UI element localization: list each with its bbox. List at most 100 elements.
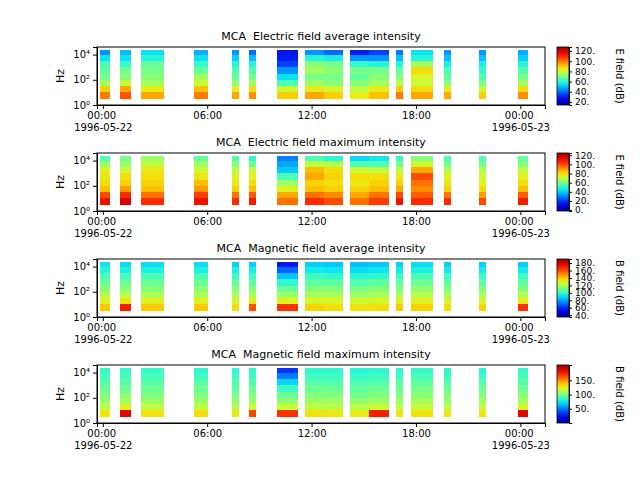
heatmap-cell xyxy=(141,286,164,292)
heatmap-cell xyxy=(396,392,403,398)
x-tick-mark xyxy=(520,105,521,109)
colorbar-tick-label: 50. xyxy=(575,404,589,414)
heatmap-cell xyxy=(194,398,208,405)
heatmap-cell xyxy=(249,74,256,80)
heatmap-cell xyxy=(232,161,238,168)
heatmap-cell xyxy=(411,74,434,80)
heatmap-cell xyxy=(369,410,389,417)
heatmap-cell xyxy=(100,379,110,385)
heatmap-cell xyxy=(232,167,238,173)
heatmap-cell xyxy=(194,55,208,62)
heatmap-cell xyxy=(120,161,130,168)
heatmap-cell xyxy=(194,404,208,410)
heatmap-cell xyxy=(141,298,164,304)
heatmap-cell xyxy=(518,192,528,198)
y-axis-line xyxy=(93,260,98,318)
heatmap-cell xyxy=(350,292,369,299)
x-tick-mark xyxy=(416,423,417,427)
heatmap-cell xyxy=(305,61,323,67)
heatmap-cell xyxy=(100,368,110,373)
heatmap-cell xyxy=(518,173,528,180)
heatmap-cell xyxy=(411,273,434,279)
heatmap-cell xyxy=(194,180,208,186)
heatmap-cell xyxy=(305,156,323,161)
x-tick-mark xyxy=(520,423,521,427)
heatmap-cell xyxy=(369,173,389,180)
heatmap-cell xyxy=(249,286,256,292)
heatmap-cell xyxy=(194,198,208,205)
heatmap-cell xyxy=(232,74,238,80)
heatmap-cell xyxy=(444,55,451,62)
heatmap-cell xyxy=(411,379,434,385)
x-axis: 00:00 1996-05-2206:0012:0018:0000:00 199… xyxy=(74,423,550,451)
heatmap-cell xyxy=(232,304,238,311)
plot-frame xyxy=(97,259,545,317)
x-tick-mark xyxy=(416,317,417,321)
heatmap-cell xyxy=(444,292,451,299)
x-tick: 06:00 xyxy=(193,317,222,333)
colorbar-tick-mark xyxy=(569,174,572,175)
heatmap-cell xyxy=(277,410,298,417)
y-tick-label: 10⁰ xyxy=(73,312,90,323)
heatmap-cell xyxy=(369,392,389,398)
heatmap-cell xyxy=(120,304,130,311)
colorbar-tick-mark xyxy=(569,71,572,72)
heatmap-cell xyxy=(444,74,451,80)
heatmap-cell xyxy=(277,385,298,392)
x-tick-mark xyxy=(103,211,104,215)
cells xyxy=(100,262,528,311)
heatmap-cell xyxy=(324,262,343,267)
x-tick-label: 00:00 1996-05-23 xyxy=(492,322,550,345)
heatmap-cell xyxy=(518,198,528,205)
heatmap-cell xyxy=(350,173,369,180)
heatmap-cell xyxy=(350,67,369,74)
heatmap-cell xyxy=(324,286,343,292)
heatmap-cell xyxy=(194,80,208,87)
heatmap-cell xyxy=(194,156,208,161)
heatmap-cell xyxy=(479,392,486,398)
heatmap-cell xyxy=(350,74,369,80)
heatmap-cell xyxy=(141,292,164,299)
heatmap-cell xyxy=(100,67,110,74)
colorbar-tick-mark xyxy=(569,300,572,301)
heatmap-cell xyxy=(324,156,343,161)
heatmap-cell xyxy=(411,404,434,410)
y-tick-mark xyxy=(93,292,97,293)
heatmap-cell xyxy=(444,186,451,193)
heatmap-cell xyxy=(396,273,403,279)
y-tick-mark xyxy=(93,267,97,268)
x-tick-label: 12:00 xyxy=(298,428,327,439)
heatmap-cell xyxy=(444,304,451,311)
heatmap-cell xyxy=(324,74,343,80)
heatmap-cell xyxy=(249,67,256,74)
heatmap-cell xyxy=(479,398,486,405)
y-tick: 10⁴ xyxy=(73,367,97,378)
x-tick: 18:00 xyxy=(402,317,431,333)
heatmap-cell xyxy=(350,373,369,380)
heatmap-cell xyxy=(232,92,238,99)
heatmap-cell xyxy=(518,404,528,410)
heatmap-cell xyxy=(194,279,208,286)
heatmap-cell xyxy=(277,67,298,74)
x-tick-label: 00:00 1996-05-22 xyxy=(74,216,132,239)
heatmap-cell xyxy=(120,55,130,62)
heatmap-cell xyxy=(350,192,369,198)
x-tick: 06:00 xyxy=(193,105,222,121)
colorbar-tick-label: 100. xyxy=(575,160,595,170)
heatmap-cell xyxy=(324,167,343,173)
colorbar-axis: 50.100.150. xyxy=(569,366,595,424)
colorbar-title: B field (dB) xyxy=(614,366,625,422)
heatmap-cell xyxy=(369,368,389,373)
heatmap-cell xyxy=(305,286,323,292)
heatmap-cell xyxy=(324,80,343,87)
heatmap-cell xyxy=(518,61,528,67)
plot-frame xyxy=(97,365,545,423)
heatmap-cell xyxy=(305,80,323,87)
y-tick-mark xyxy=(93,423,97,424)
y-tick-label: 10⁴ xyxy=(73,49,90,60)
heatmap-cell xyxy=(479,192,486,198)
heatmap-cell xyxy=(369,186,389,193)
colorbar-axis: 40.60.80.100.120.140.160.180. xyxy=(569,258,595,320)
heatmap-cell xyxy=(249,279,256,286)
heatmap-cell xyxy=(444,398,451,405)
